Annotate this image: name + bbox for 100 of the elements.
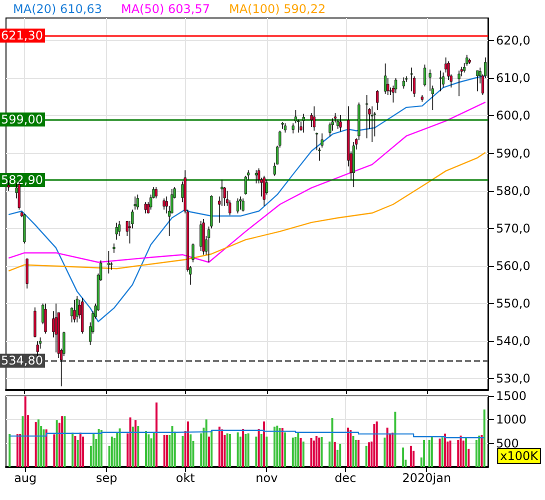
candlestick [458, 70, 460, 97]
candlestick [428, 69, 432, 92]
bar [297, 432, 300, 467]
bar [61, 416, 64, 467]
y-tick-label: 500 [496, 436, 519, 450]
candlestick [200, 220, 202, 252]
bar [72, 432, 74, 467]
bar [258, 429, 260, 467]
bar [145, 431, 148, 467]
candlestick [254, 170, 258, 184]
bar [166, 434, 168, 467]
y-tick-label: 1500 [496, 389, 527, 403]
bar [352, 436, 354, 467]
candlestick [239, 196, 242, 210]
candlestick [386, 78, 390, 96]
bar [266, 436, 268, 467]
bar [37, 419, 40, 467]
bar [242, 429, 244, 467]
ref-line-label: 621,30 [1, 28, 43, 43]
bar [331, 418, 334, 467]
candlestick [316, 132, 318, 151]
text: MA(100) 590,22 [228, 2, 326, 16]
candlestick [136, 194, 139, 210]
candlestick [302, 113, 305, 134]
bar [410, 446, 412, 467]
bar [284, 432, 286, 467]
bar [156, 402, 158, 467]
candlestick [376, 90, 379, 110]
bar [392, 432, 394, 467]
bar [34, 422, 37, 467]
text: x100K [500, 449, 540, 463]
y-tick-label: 570,0 [496, 221, 530, 236]
bar [320, 436, 323, 467]
candlestick [410, 67, 413, 92]
candlestick [118, 220, 121, 236]
bar [19, 434, 22, 467]
bar [244, 434, 247, 467]
bar [376, 421, 378, 467]
bar [98, 429, 100, 467]
bar [350, 430, 352, 467]
bar [228, 434, 231, 467]
candlestick [292, 122, 294, 134]
bar [480, 434, 483, 467]
bar [465, 438, 468, 467]
candlestick [220, 179, 224, 206]
bar [42, 429, 45, 467]
y-tick-label: 550,0 [496, 296, 530, 311]
bar [79, 432, 82, 467]
y-tick-label: 540,0 [496, 334, 530, 348]
bar [239, 436, 242, 467]
bar [100, 430, 102, 467]
bar [423, 440, 426, 467]
candlestick [328, 122, 332, 137]
y-tick-label: 590,0 [496, 146, 530, 160]
bar [428, 440, 430, 467]
candlestick [281, 122, 284, 130]
bar [116, 432, 118, 467]
candlestick [284, 122, 286, 134]
candlestick [262, 175, 266, 206]
bar [276, 426, 278, 467]
bar [368, 442, 370, 467]
candlestick [110, 262, 113, 270]
y-tick-label: 1000 [496, 412, 527, 427]
bar [186, 421, 189, 467]
bar [134, 420, 137, 467]
y-tick-label: 610,0 [496, 71, 530, 86]
bar [260, 434, 262, 467]
candlestick [154, 186, 158, 199]
bar [263, 421, 266, 467]
bar [92, 433, 95, 467]
y-tick-label: 560,0 [496, 259, 530, 273]
bar [384, 438, 386, 467]
bar [208, 436, 210, 467]
bar [402, 448, 404, 467]
x-tick-label: nov [256, 471, 278, 485]
candlestick [44, 303, 47, 334]
bar [302, 442, 304, 467]
bar [478, 436, 480, 467]
candlestick [192, 243, 194, 263]
bar [226, 433, 228, 467]
ref-line-label: 582,90 [1, 172, 43, 187]
text: MA(50) 603,57 [121, 2, 210, 16]
bar [281, 428, 284, 467]
candlestick [36, 340, 39, 357]
bar [129, 417, 132, 467]
bar [394, 412, 396, 467]
candlestick [242, 198, 244, 212]
candlestick [107, 250, 110, 274]
bar [118, 428, 121, 467]
bar [438, 438, 441, 467]
bar [210, 430, 213, 467]
bar [373, 424, 376, 467]
bar [430, 436, 433, 467]
bar [334, 442, 336, 467]
text: MA(20) 610,63 [13, 2, 102, 16]
bar [354, 440, 357, 467]
bar [22, 416, 24, 467]
bar [76, 440, 79, 467]
candlestick [370, 106, 374, 142]
bar [132, 426, 134, 467]
